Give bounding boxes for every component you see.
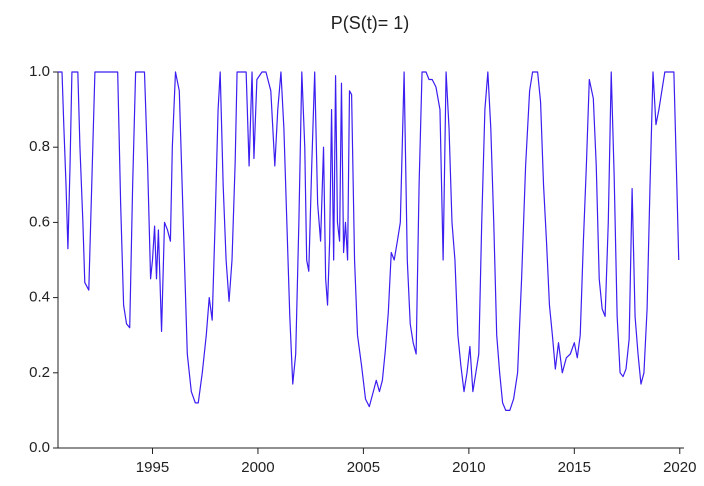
y-tick-label: 0.4	[29, 289, 50, 306]
x-tick-label: 2015	[558, 459, 591, 476]
y-tick-label: 1.0	[29, 63, 50, 80]
x-tick-label: 1995	[136, 459, 169, 476]
y-tick-label: 0.6	[29, 213, 50, 230]
y-tick-label: 0.8	[29, 138, 50, 155]
y-tick-label: 0.0	[29, 439, 50, 456]
y-tick-label: 0.2	[29, 364, 50, 381]
series-line	[58, 71, 680, 411]
chart-title: P(S(t)= 1)	[331, 13, 410, 33]
x-tick-label: 2010	[452, 459, 485, 476]
x-tick-label: 2005	[347, 459, 380, 476]
x-tick-label: 2020	[663, 459, 696, 476]
x-tick-label: 2000	[241, 459, 274, 476]
